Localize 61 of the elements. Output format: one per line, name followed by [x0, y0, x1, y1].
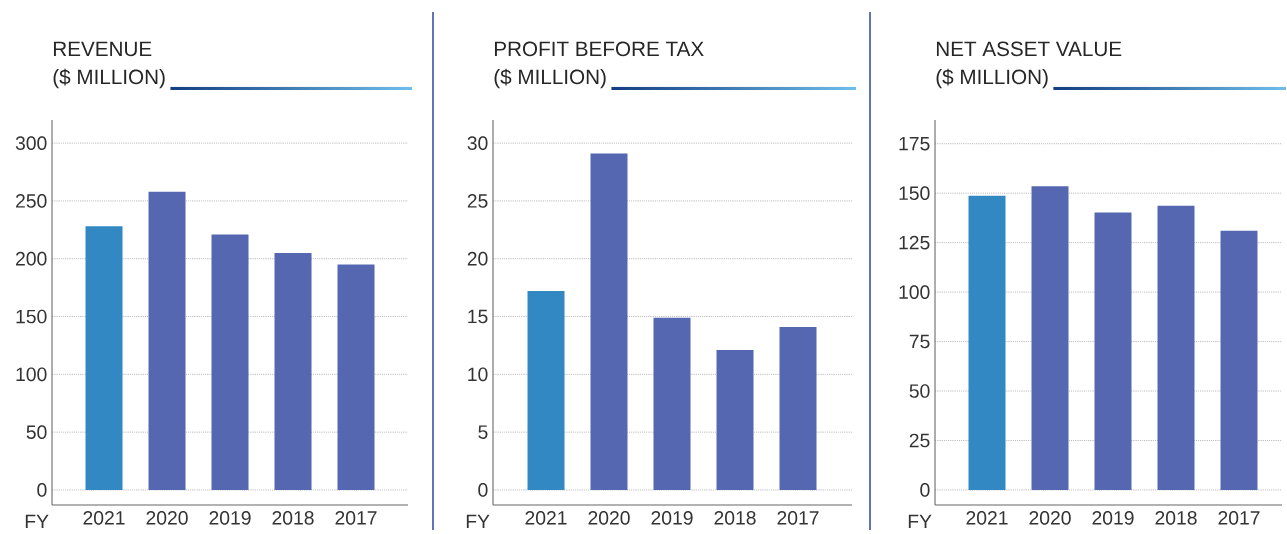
x-tick-label: 2018: [714, 511, 756, 525]
chart-title: REVENUE: [53, 41, 152, 57]
chart-title: PROFIT BEFORE TAX: [494, 41, 704, 57]
bar: [148, 191, 186, 490]
x-tick-label: 2017: [777, 511, 819, 525]
chart-subtitle: ($ MILLION): [53, 68, 165, 89]
x-tick-label: 2020: [146, 511, 188, 525]
bar: [653, 317, 691, 490]
bar: [779, 326, 817, 490]
y-tick-label: 0: [478, 483, 488, 497]
bar: [211, 234, 249, 490]
y-tick-label: 100: [899, 285, 930, 299]
x-tick-label: 2018: [272, 511, 314, 525]
x-tick-label: 2020: [1029, 511, 1071, 525]
x-tick-label: 2020: [588, 511, 630, 525]
chart-subtitle: ($ MILLION): [936, 68, 1048, 89]
chart-subtitle: ($ MILLION): [494, 68, 606, 89]
bar: [274, 252, 312, 490]
chart-title: NET ASSET VALUE: [936, 41, 1122, 57]
y-tick-label: 50: [909, 384, 930, 398]
y-tick-label: 0: [920, 483, 930, 497]
x-tick-label: 2019: [1092, 511, 1134, 525]
y-tick-label: 250: [16, 194, 47, 208]
bar: [968, 195, 1006, 490]
x-axis-title: FY: [908, 514, 932, 528]
y-tick-label: 300: [15, 136, 47, 150]
x-tick-label: 2018: [1155, 511, 1197, 525]
bar: [1094, 212, 1132, 490]
x-axis-title: FY: [466, 514, 490, 528]
y-tick-label: 150: [16, 309, 47, 324]
y-tick-label: 15: [468, 309, 488, 324]
y-tick-label: 25: [909, 433, 930, 448]
bar: [527, 291, 565, 490]
y-tick-label: 125: [899, 235, 930, 250]
y-tick-label: 0: [37, 483, 47, 497]
y-tick-label: 50: [26, 425, 47, 439]
y-tick-label: 150: [899, 186, 930, 201]
x-tick-label: 2021: [966, 511, 1008, 525]
bar: [1031, 186, 1069, 490]
bar: [590, 153, 628, 490]
bar: [1157, 205, 1195, 490]
bar: [85, 226, 123, 490]
y-tick-label: 75: [909, 334, 930, 349]
y-tick-label: 200: [16, 251, 47, 266]
x-tick-label: 2021: [83, 511, 125, 525]
bar: [1220, 230, 1258, 490]
x-tick-label: 2017: [335, 511, 377, 525]
bar: [337, 264, 375, 490]
y-tick-label: 100: [16, 367, 47, 382]
y-tick-label: 25: [467, 194, 488, 208]
bar: [716, 350, 754, 490]
x-tick-label: 2019: [651, 511, 693, 525]
x-tick-label: 2021: [525, 511, 567, 525]
y-tick-label: 30: [467, 136, 488, 150]
x-axis-title: FY: [25, 514, 49, 528]
y-tick-label: 10: [468, 367, 488, 382]
y-tick-label: 20: [467, 251, 488, 266]
x-tick-label: 2019: [209, 511, 251, 525]
y-tick-label: 5: [478, 425, 488, 439]
y-tick-label: 175: [899, 136, 930, 151]
x-tick-label: 2017: [1218, 511, 1260, 525]
